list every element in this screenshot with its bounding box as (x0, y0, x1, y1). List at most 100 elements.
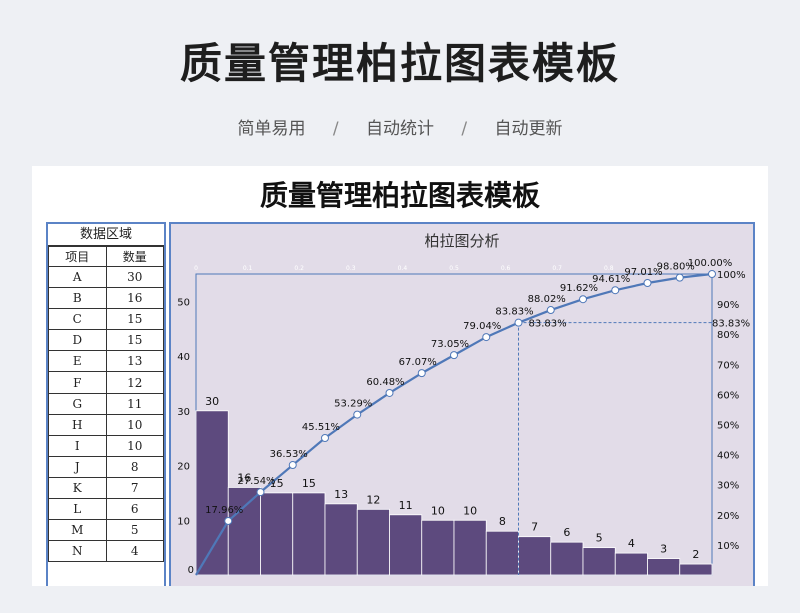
top-axis-tick-label: 0.9 (656, 265, 666, 272)
left-axis-tick-label: 50 (177, 297, 190, 308)
cumulative-label: 67.07% (399, 357, 437, 368)
table-row: G 11 (48, 392, 164, 415)
page-title: 质量管理柏拉图表模板 (179, 39, 620, 88)
bar-value-label: 11 (399, 499, 413, 512)
cumulative-marker (385, 388, 394, 397)
cumulative-label: 79.04% (463, 321, 501, 332)
table-row: B 16 (48, 287, 164, 310)
table-row: C 15 (48, 308, 164, 331)
cumulative-marker (643, 278, 652, 287)
tag-easy: 简单易用 (237, 119, 306, 139)
bar-value-label: 3 (660, 543, 667, 556)
bar-value-label: 8 (499, 515, 506, 528)
cell-qty: 10 (105, 434, 164, 457)
cumulative-label: 88.02% (528, 294, 566, 305)
cumulative-label: 45.51% (302, 422, 340, 433)
bar-value-label: 2 (692, 548, 699, 561)
cumulative-marker (450, 351, 458, 360)
cell-qty: 13 (105, 350, 164, 373)
cumulative-marker (611, 286, 620, 295)
cumulative-label: 94.61% (592, 274, 630, 285)
data-table: 项目 数量 A 30 B 16 C 15 D 15 E 13 F 12 G 11 H 10 I 10 J 8 K 7 L 6 M… (48, 246, 164, 563)
right-axis-tick-label: 80% (717, 330, 739, 341)
bar-value-label: 6 (563, 526, 570, 539)
bar-value-label: 30 (205, 395, 219, 408)
left-axis-tick-label: 30 (177, 407, 190, 418)
right-axis-tick-label: 20% (717, 511, 739, 522)
chart-title: 柏拉图分析 (424, 232, 499, 250)
tag-auto-update: 自动更新 (494, 119, 563, 139)
cell-item: I (48, 434, 107, 457)
cumulative-marker (321, 434, 329, 443)
bar (550, 541, 584, 576)
cell-item: N (48, 540, 107, 563)
bar-value-label: 10 (463, 504, 477, 517)
cell-item: B (48, 287, 107, 310)
bar (421, 519, 455, 576)
top-axis-tick-label: 0.1 (243, 265, 253, 272)
cell-qty: 16 (105, 287, 164, 310)
top-axis-tick-label: 0 (194, 265, 198, 272)
cell-item: L (48, 498, 107, 521)
cumulative-marker (224, 516, 233, 525)
cumulative-marker (353, 410, 362, 419)
bar (227, 487, 261, 576)
cell-qty: 12 (105, 371, 164, 394)
cell-item: J (48, 455, 107, 478)
bar-value-label: 13 (334, 488, 348, 501)
tag-separator: / (461, 119, 468, 139)
cell-item: F (48, 371, 107, 394)
table-row: H 10 (48, 413, 164, 436)
table-row: D 15 (48, 329, 164, 352)
right-axis-tick-label: 90% (717, 300, 739, 311)
column-header-qty: 数量 (105, 246, 164, 267)
top-axis-tick-label: 0.3 (346, 265, 356, 272)
cumulative-label: 83.83% (495, 307, 533, 318)
top-axis-tick-label: 0.6 (501, 265, 511, 272)
cumulative-label: 17.96% (205, 505, 243, 516)
cell-qty: 4 (105, 540, 164, 563)
bar-value-label: 15 (302, 477, 316, 490)
cell-qty: 30 (105, 265, 164, 289)
table-row: E 13 (48, 350, 164, 373)
bar (679, 563, 713, 576)
cumulative-label: 27.54% (237, 476, 275, 487)
bar (356, 508, 390, 576)
bar (582, 547, 616, 576)
template-card: 质量管理柏拉图表模板 数据区域 项目 数量 A 30 B 16 C 15 D 15 E 13 F 12… (32, 166, 768, 586)
cell-qty: 7 (105, 476, 164, 500)
cell-item: H (48, 413, 107, 436)
table-header-row: 项目 数量 (48, 246, 164, 267)
cumulative-label: 98.80% (657, 262, 695, 273)
pareto-chart: 柏拉图分析 0 0.1 0.2 0.3 0.4 0.5 0.6 0.7 0.8 0.9 30 16 15 1… (169, 222, 755, 586)
bar (195, 410, 229, 576)
left-axis-tick-label: 10 (177, 516, 190, 527)
right-axis-tick-label: 50% (717, 421, 739, 432)
cell-qty: 10 (105, 413, 164, 436)
right-axis-tick-label: 60% (717, 390, 739, 401)
right-axis-tick-label: 100% (717, 270, 746, 281)
left-axis-tick-label: 20 (177, 462, 190, 473)
cell-qty: 15 (105, 308, 164, 331)
cell-qty: 6 (105, 498, 164, 521)
cell-item: A (48, 265, 107, 289)
table-row: A 30 (48, 265, 164, 289)
cell-item: G (48, 392, 107, 415)
data-panel: 数据区域 项目 数量 A 30 B 16 C 15 D 15 E 13 F 12 G 11 H 10 I 10 J 8… (46, 222, 166, 586)
cumulative-label: 91.62% (560, 283, 598, 294)
tagline: 简单易用 / 自动统计 / 自动更新 (0, 114, 800, 139)
cumulative-marker (546, 306, 555, 315)
right-axis-tick-label: 10% (717, 541, 739, 552)
top-axis-tick-label: 0.5 (449, 265, 459, 272)
bar-value-label: 5 (596, 532, 603, 545)
data-rows: A 30 B 16 C 15 D 15 E 13 F 12 G 11 H 10 I 10 J 8 K 7 L 6 M 5 N 4 (48, 265, 164, 563)
cell-qty: 15 (105, 329, 164, 352)
cell-item: C (48, 308, 107, 331)
cumulative-marker (256, 488, 265, 497)
guide-value-label: 83.83% (529, 319, 567, 330)
bar (389, 514, 423, 576)
